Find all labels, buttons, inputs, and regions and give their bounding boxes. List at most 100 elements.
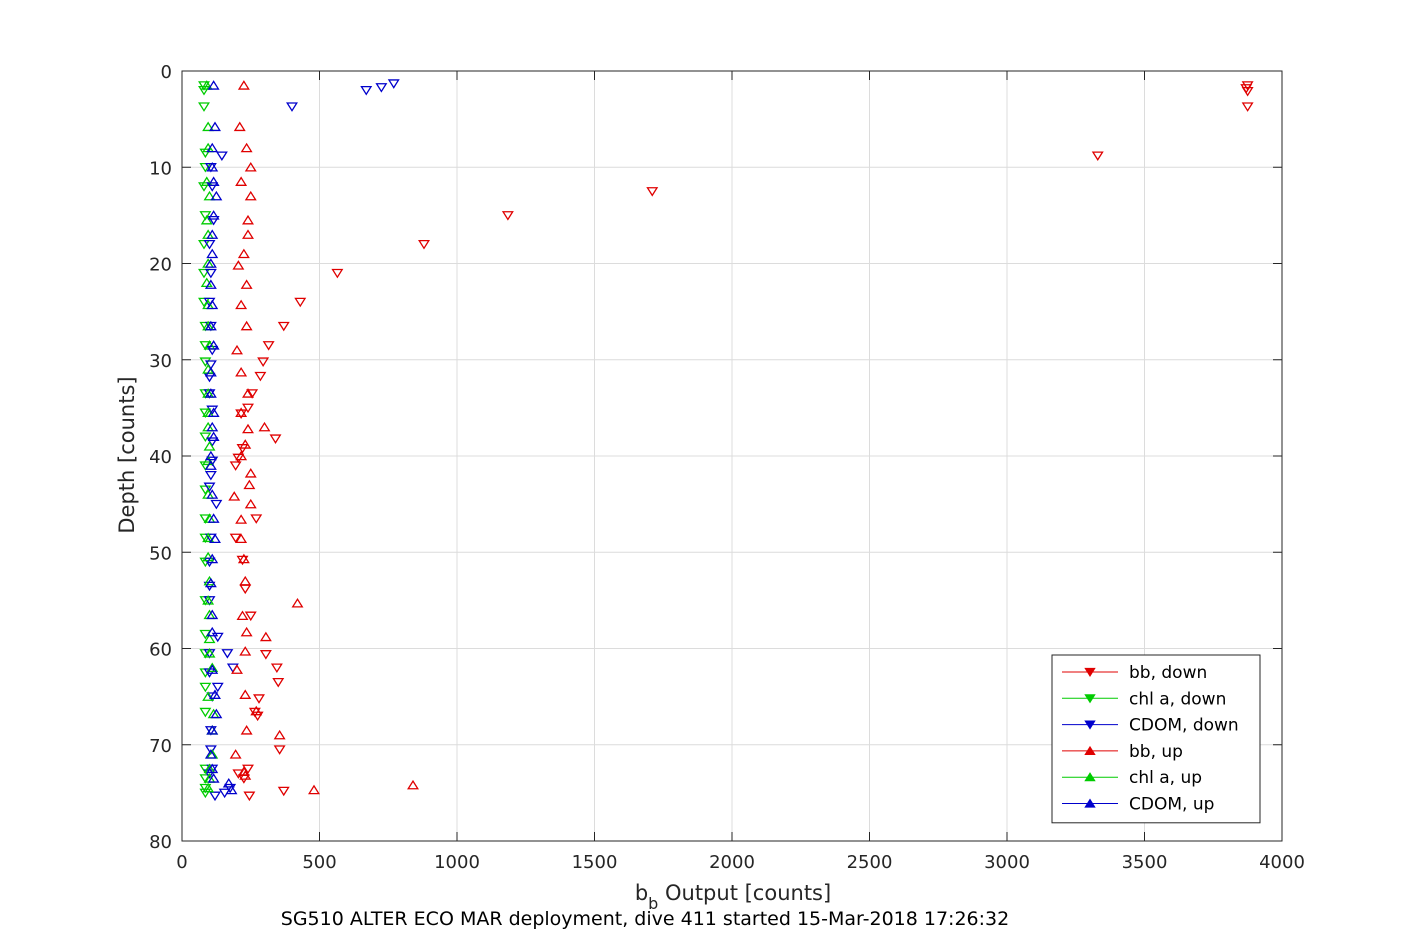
data-point xyxy=(207,80,220,90)
data-point xyxy=(209,791,221,802)
data-point xyxy=(210,190,223,201)
data-point xyxy=(206,456,219,467)
data-point xyxy=(331,268,344,279)
data-point xyxy=(202,455,215,466)
data-point xyxy=(199,774,212,784)
data-point xyxy=(199,707,212,718)
data-point xyxy=(206,763,219,774)
data-point xyxy=(211,632,224,643)
data-point xyxy=(235,409,248,419)
data-point xyxy=(259,631,272,642)
data-point xyxy=(199,432,212,443)
data-point xyxy=(209,689,221,699)
data-point xyxy=(199,408,212,418)
data-point xyxy=(203,239,216,250)
data-point xyxy=(242,764,254,775)
data-point xyxy=(501,211,514,221)
data-point xyxy=(235,299,248,310)
data-point xyxy=(237,766,250,776)
data-point xyxy=(199,764,212,775)
data-point xyxy=(206,248,219,259)
data-point xyxy=(206,626,219,637)
x-tick-label: 4000 xyxy=(1259,852,1305,873)
data-point xyxy=(242,423,254,434)
data-point xyxy=(244,611,257,622)
x-tick-label: 3500 xyxy=(1122,852,1168,873)
data-point xyxy=(239,575,252,586)
data-point xyxy=(231,344,243,355)
data-point xyxy=(286,102,298,112)
data-point xyxy=(198,268,210,279)
data-point xyxy=(202,691,215,701)
legend-label: chl a, down xyxy=(1129,689,1226,709)
data-point xyxy=(254,371,267,382)
data-point xyxy=(199,514,212,524)
data-point xyxy=(277,321,290,332)
data-point xyxy=(207,407,220,417)
y-tick-label: 40 xyxy=(149,447,172,468)
data-point xyxy=(204,279,217,289)
legend-marker xyxy=(1084,745,1096,755)
x-tick-label: 0 xyxy=(176,852,187,873)
data-point xyxy=(207,431,220,442)
data-point xyxy=(253,694,265,704)
y-tick-label: 80 xyxy=(149,832,172,853)
data-point xyxy=(198,81,210,91)
data-point xyxy=(229,749,242,759)
data-point xyxy=(204,577,217,588)
data-point xyxy=(231,664,243,674)
data-point xyxy=(202,532,215,543)
data-point xyxy=(233,121,246,132)
data-point xyxy=(277,786,290,797)
data-point xyxy=(407,779,419,790)
legend-marker xyxy=(1084,798,1096,808)
data-point xyxy=(210,499,223,510)
data-point xyxy=(199,357,212,367)
y-tick-label: 70 xyxy=(149,736,172,757)
data-point xyxy=(199,211,212,221)
data-point xyxy=(246,389,259,399)
axis-ticks: 0 500 1000 1500 2000 2500 3000 3500 4000 0 10 20 30 4… xyxy=(149,62,1305,873)
legend-marker xyxy=(1084,772,1096,782)
data-point xyxy=(206,664,219,674)
data-point xyxy=(239,439,252,449)
data-point xyxy=(240,142,253,153)
data-point xyxy=(262,341,275,351)
legend-label: bb, up xyxy=(1129,742,1183,762)
data-point xyxy=(204,320,217,331)
data-point xyxy=(243,479,256,490)
data-point xyxy=(203,482,216,493)
data-point xyxy=(269,434,282,444)
data-point xyxy=(387,79,400,89)
data-point xyxy=(232,453,245,464)
data-point xyxy=(206,161,219,172)
x-axis-label-rest: Output [counts] xyxy=(658,881,831,905)
data-point xyxy=(244,190,257,201)
legend-marker xyxy=(1084,667,1096,678)
data-point xyxy=(209,533,221,544)
series-3 xyxy=(228,80,419,795)
data-point xyxy=(202,595,215,605)
data-point xyxy=(203,441,216,451)
x-tick-label: 2000 xyxy=(709,852,755,873)
data-point xyxy=(250,514,263,524)
data-point xyxy=(240,725,253,735)
data-point xyxy=(240,279,253,289)
data-point xyxy=(203,596,216,606)
data-point xyxy=(207,773,220,783)
data-point xyxy=(242,214,254,225)
x-axis-label-main: b xyxy=(635,881,648,905)
data-point xyxy=(232,260,245,270)
data-point xyxy=(418,239,430,250)
data-point xyxy=(228,491,241,501)
legend-marker xyxy=(1084,694,1096,704)
data-point xyxy=(207,210,220,220)
data-point xyxy=(202,121,215,132)
data-point xyxy=(1091,151,1104,162)
data-point xyxy=(222,777,235,788)
data-point xyxy=(204,460,217,470)
y-tick-label: 30 xyxy=(149,351,172,372)
data-point xyxy=(235,450,248,461)
data-point xyxy=(207,340,220,350)
